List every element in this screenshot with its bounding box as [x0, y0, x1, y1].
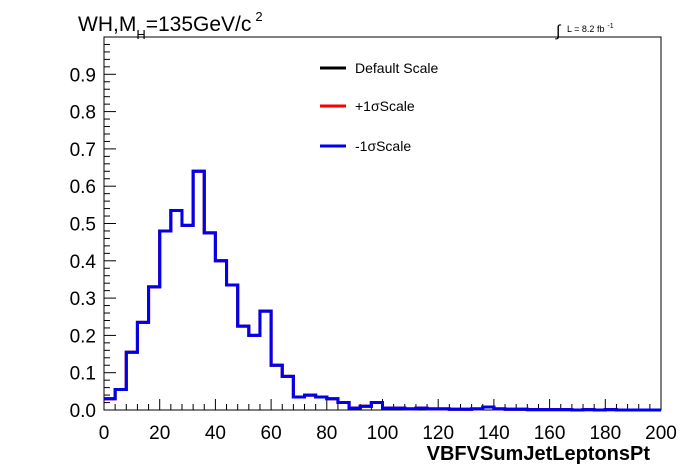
x-tick-label: 20: [149, 423, 170, 444]
series-line-1: [104, 169, 661, 412]
chart-title: WH,MH=135GeV/c 2: [78, 9, 263, 42]
y-tick-label: 0.7: [70, 140, 96, 161]
y-tick-label: 0.8: [70, 103, 96, 124]
integral-sign: ∫: [555, 23, 562, 40]
x-axis-label: VBFVSumJetLeptonsPt: [427, 443, 651, 465]
y-tick-label: 0.6: [70, 177, 96, 198]
x-tick-label: 40: [205, 423, 226, 444]
y-tick-label: 0.0: [70, 401, 96, 422]
series-layer: [104, 169, 661, 412]
x-tick-label: 160: [534, 423, 566, 444]
x-tick-label: 60: [261, 423, 282, 444]
y-tick-label: 0.9: [70, 65, 96, 86]
series-line-2: [104, 169, 661, 412]
title-superscript: 2: [255, 9, 262, 24]
x-tick-label: 80: [316, 423, 337, 444]
plot-frame: [103, 36, 662, 411]
y-tick-label: 0.5: [70, 215, 96, 236]
x-tick-label: 0: [99, 423, 110, 444]
y-tick-label: 0.2: [70, 326, 96, 347]
x-tick-label: 180: [589, 423, 621, 444]
legend-label-default: Default Scale: [355, 60, 438, 76]
x-tick-label: 200: [645, 423, 677, 444]
x-tick-label: 100: [367, 423, 399, 444]
y-tick-label: 0.3: [70, 289, 96, 310]
luminosity-label: L = 8.2 fb -1: [567, 23, 614, 34]
title-subscript: H: [136, 27, 145, 42]
series-line-0: [104, 169, 661, 412]
x-tick-label: 140: [478, 423, 510, 444]
axes: 0 20 40 60 80 100 120 140 160 180 200 0.0 0.1 0.2 0.3 0…: [70, 36, 677, 444]
x-tick-label: 120: [422, 423, 454, 444]
legend: Default Scale +1σScale -1σScale: [320, 60, 438, 154]
y-tick-label: 0.1: [70, 364, 96, 385]
y-tick-label: 0.4: [70, 252, 97, 273]
legend-label-minus1sigma: -1σScale: [355, 138, 411, 154]
legend-label-plus1sigma: +1σScale: [355, 98, 415, 114]
